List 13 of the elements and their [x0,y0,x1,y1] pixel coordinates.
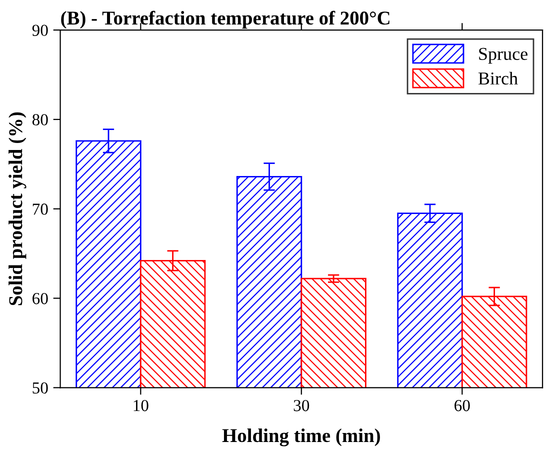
chart-title: (B) - Torrefaction temperature of 200°C [61,10,390,29]
x-axis-title: Holding time (min) [222,428,380,446]
legend-label: Birch [478,72,518,85]
x-tick-label: 60 [454,400,470,412]
x-tick-label: 30 [294,400,310,412]
x-tick-label: 10 [134,400,148,412]
y-tick-label: 80 [32,114,48,126]
y-tick-label: 60 [32,292,48,304]
legend-label: Spruce [479,48,528,64]
y-tick-label: 50 [32,382,48,394]
y-tick-label: 90 [32,24,48,36]
y-tick-label: 70 [32,204,48,215]
y-axis-title: Solid product yield (%) [8,112,26,306]
